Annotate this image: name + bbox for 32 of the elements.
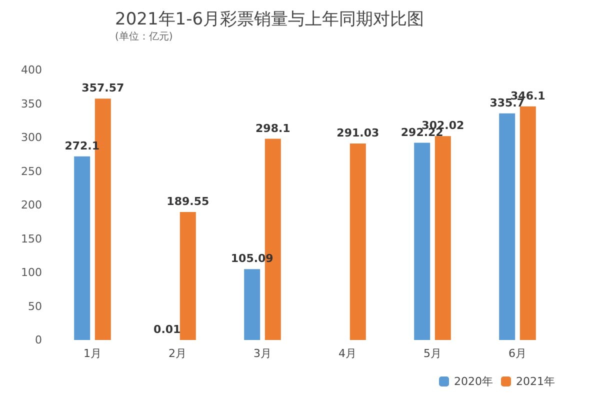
y-tick-label: 0 bbox=[35, 334, 42, 346]
y-tick-label: 350 bbox=[21, 97, 42, 110]
y-tick-label: 100 bbox=[21, 266, 42, 279]
y-tick-label: 400 bbox=[21, 64, 42, 76]
legend-label: 2020年 bbox=[454, 375, 494, 388]
x-tick-label: 4月 bbox=[338, 347, 356, 360]
x-tick-label: 3月 bbox=[254, 347, 272, 360]
y-tick-label: 300 bbox=[21, 131, 42, 144]
bar bbox=[434, 136, 451, 340]
chart-title: 2021年1-6月彩票销量与上年同期对比图 bbox=[115, 10, 424, 30]
x-tick-label: 5月 bbox=[424, 347, 442, 360]
x-tick-label: 2月 bbox=[168, 347, 186, 360]
bar bbox=[244, 269, 260, 340]
data-label: 298.1 bbox=[256, 122, 290, 135]
data-label: 189.55 bbox=[166, 195, 210, 208]
x-tick-label: 1月 bbox=[84, 347, 102, 360]
data-label: 291.03 bbox=[336, 126, 380, 140]
bar bbox=[350, 144, 366, 340]
x-tick-label: 6月 bbox=[508, 347, 526, 360]
bar bbox=[499, 113, 516, 340]
y-tick-label: 200 bbox=[21, 198, 42, 212]
chart-subtitle: (单位：亿元) bbox=[115, 30, 173, 42]
bar bbox=[520, 106, 536, 340]
bar bbox=[180, 212, 196, 340]
data-label: 0.01 bbox=[154, 322, 181, 336]
y-tick-label: 150 bbox=[21, 232, 42, 246]
y-tick-label: 250 bbox=[21, 164, 42, 178]
bar bbox=[74, 156, 90, 340]
legend-label: 2021年 bbox=[516, 375, 556, 388]
y-tick-label: 50 bbox=[28, 300, 42, 313]
bar bbox=[414, 142, 430, 340]
data-label: 357.57 bbox=[82, 82, 124, 95]
